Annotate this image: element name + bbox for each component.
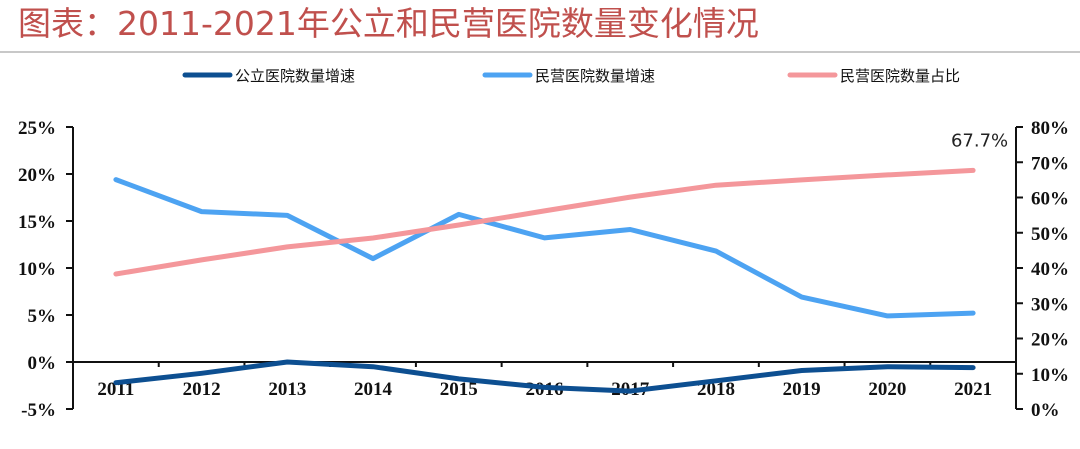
right-tick-label: 0% (1031, 400, 1060, 421)
legend-item: 民营医院数量增速 (482, 67, 655, 85)
legend-label: 公立医院数量增速 (235, 67, 355, 85)
x-tick-label: 2011 (97, 379, 134, 400)
left-tick-label: 20% (18, 165, 56, 186)
left-tick-label: 0% (28, 353, 57, 374)
right-tick-label: 30% (1031, 294, 1069, 315)
legend-item: 民营医院数量占比 (787, 67, 960, 85)
x-tick-label: 2012 (183, 379, 221, 400)
legend-label: 民营医院数量占比 (840, 67, 960, 85)
right-tick-label: 80% (1031, 118, 1069, 139)
x-tick-label: 2013 (268, 379, 306, 400)
series-line (113, 167, 976, 277)
plot-area (113, 167, 976, 394)
right-tick-label: 70% (1031, 153, 1069, 174)
left-tick-label: 5% (28, 306, 57, 327)
legend: 公立医院数量增速 民营医院数量增速 民营医院数量占比 (182, 67, 960, 85)
data-label: 67.7% (951, 130, 1008, 151)
left-tick-label: 25% (18, 118, 56, 139)
x-tick-label: 2020 (868, 379, 906, 400)
right-tick-label: 50% (1031, 224, 1069, 245)
axes: 25% 20% 15% 10% 5% 0% -5% 80% 70% 60% 50% 40% 30% 20%… (18, 118, 1069, 421)
x-tick-label: 2015 (440, 379, 478, 400)
right-tick-label: 60% (1031, 189, 1069, 210)
right-tick-label: 10% (1031, 365, 1069, 386)
x-tick-label: 2019 (783, 379, 821, 400)
right-tick-label: 20% (1031, 330, 1069, 351)
legend-item: 公立医院数量增速 (182, 67, 355, 85)
x-tick-label: 2021 (954, 379, 992, 400)
right-tick-label: 40% (1031, 259, 1069, 280)
series-line (113, 177, 976, 319)
chart-title: 图表：2011-2021年公立和民营医院数量变化情况 (18, 4, 759, 43)
left-tick-label: -5% (21, 400, 56, 421)
annotations: 67.7% (951, 130, 1008, 151)
legend-label: 民营医院数量增速 (535, 67, 655, 85)
left-tick-label: 10% (18, 259, 56, 280)
series-line (113, 359, 976, 394)
left-tick-label: 15% (18, 212, 56, 233)
x-tick-label: 2014 (354, 379, 393, 400)
title-divider (0, 51, 1080, 53)
